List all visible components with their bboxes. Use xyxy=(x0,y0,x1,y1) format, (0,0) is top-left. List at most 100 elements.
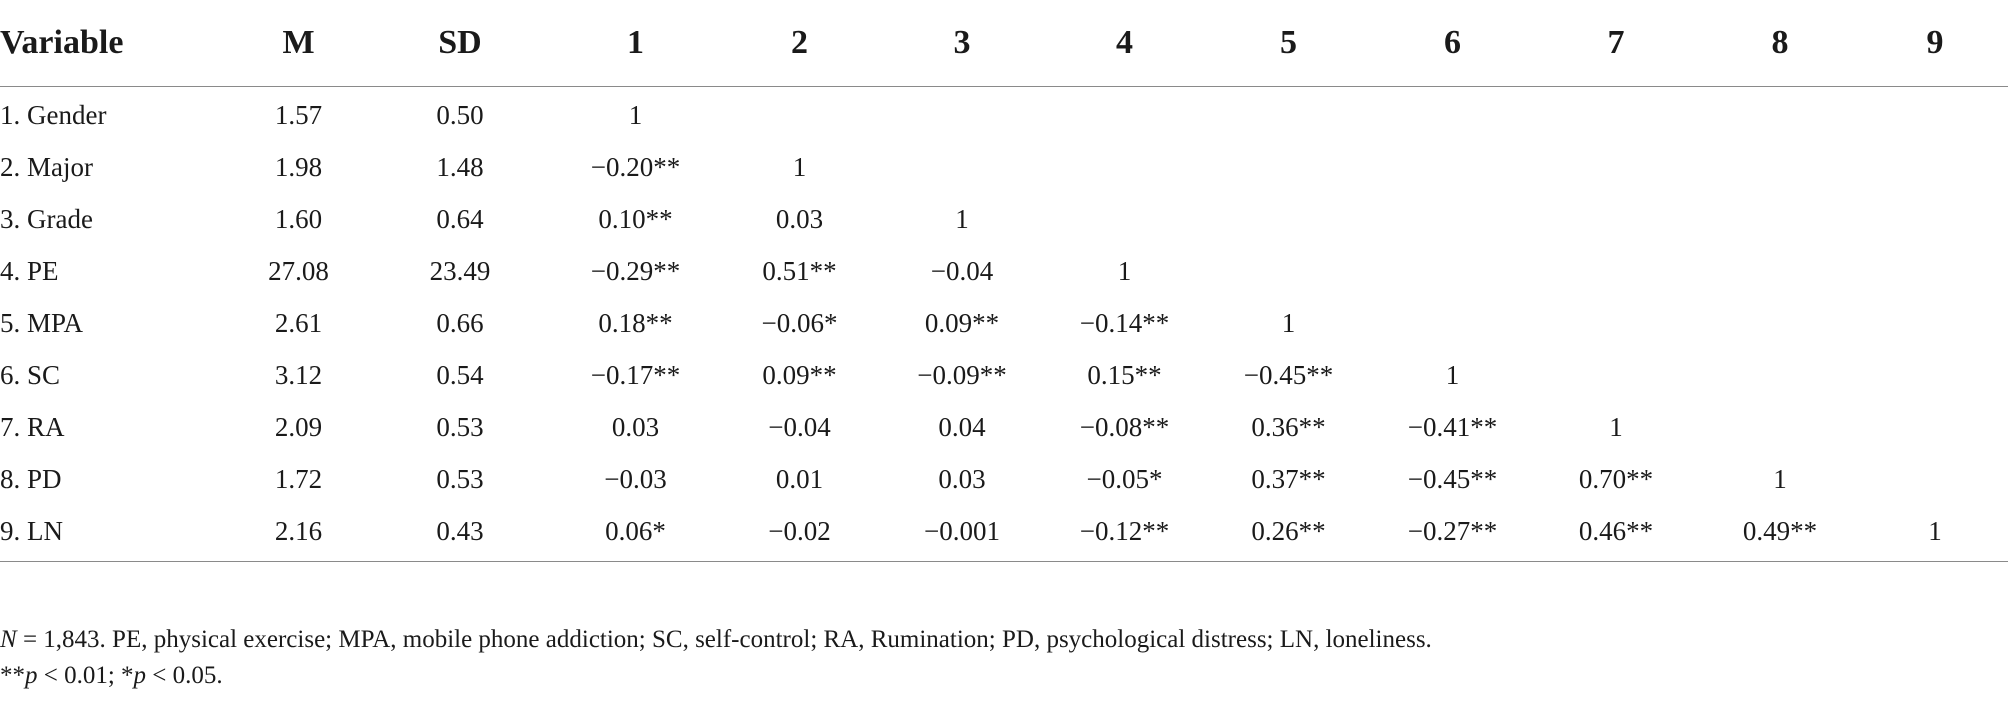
table-cell: 1.98 xyxy=(274,151,323,182)
column-header: 7 xyxy=(1534,0,1698,87)
table-cell: 0.46** xyxy=(1578,515,1654,546)
table-cell xyxy=(1862,141,2008,193)
table-cell: 0.54 xyxy=(436,359,484,390)
table-cell: 1 xyxy=(1928,515,1942,546)
table-cell: 0.50 xyxy=(436,99,484,130)
table-cell: 0.03 xyxy=(775,203,824,234)
variable-name-cell: 9. LN xyxy=(0,515,63,546)
table-row: 7. RA 2.09 0.53 0.03 −0.04 0.04 −0.08** 0.36** −… xyxy=(0,401,2008,453)
table-cell: 0.36** xyxy=(1251,411,1326,442)
table-cell xyxy=(1534,297,1698,349)
table-cell: −0.06* xyxy=(761,307,838,338)
table-cell: 0.53 xyxy=(436,411,484,442)
table-row: 1. Gender 1.57 0.50 1 xyxy=(0,87,2008,142)
table-cell: 0.10** xyxy=(598,203,673,234)
table-cell: −0.20** xyxy=(590,151,681,182)
table-cell: −0.27** xyxy=(1407,515,1498,546)
table-bottom-rule xyxy=(0,561,2008,562)
table-cell: 0.51** xyxy=(762,255,837,286)
table-cell: 0.26** xyxy=(1251,515,1326,546)
correlation-table-figure: Variable M SD 1 2 3 4 5 6 7 8 9 1. Gender 1.57 0.50 1 2… xyxy=(0,0,2008,694)
table-cell xyxy=(1371,297,1534,349)
table-cell: 0.09** xyxy=(924,307,1000,338)
table-cell: 1 xyxy=(628,99,643,130)
table-cell xyxy=(1862,193,2008,245)
table-cell: −0.001 xyxy=(924,515,1000,546)
table-cell xyxy=(1371,141,1534,193)
table-cell: 2.09 xyxy=(274,411,323,442)
table-cell: 0.06* xyxy=(605,515,666,546)
note-p2-text: < 0.05. xyxy=(146,662,223,689)
variable-name-cell: 6. SC xyxy=(0,359,61,390)
table-header-row: Variable M SD 1 2 3 4 5 6 7 8 9 xyxy=(0,0,2008,87)
column-header: 5 xyxy=(1206,0,1371,87)
table-cell xyxy=(1698,193,1862,245)
table-cell: 2.16 xyxy=(274,515,323,546)
variable-name-cell: 1. Gender xyxy=(0,99,107,130)
table-cell: −0.12** xyxy=(1079,515,1170,546)
table-cell xyxy=(1206,245,1371,297)
note-line-abbreviations: N = 1,843. PE, physical exercise; MPA, m… xyxy=(0,622,2008,658)
table-cell: −0.04 xyxy=(930,255,994,286)
table-cell: −0.41** xyxy=(1407,411,1498,442)
table-cell xyxy=(1698,87,1862,142)
table-cell xyxy=(1206,87,1371,142)
table-cell: −0.09** xyxy=(917,359,1007,390)
column-header: 9 xyxy=(1862,0,2008,87)
table-cell: 1.72 xyxy=(274,463,323,494)
table-cell: 0.66 xyxy=(436,307,484,338)
table-row: 2. Major 1.98 1.48 −0.20** 1 xyxy=(0,141,2008,193)
table-cell: −0.03 xyxy=(604,463,667,494)
table-cell: 0.03 xyxy=(611,411,660,442)
table-cell xyxy=(1043,193,1206,245)
table-cell xyxy=(1371,193,1534,245)
column-header: 3 xyxy=(881,0,1043,87)
table-cell: 0.04 xyxy=(938,411,986,442)
table-cell xyxy=(1862,87,2008,142)
table-cell xyxy=(1862,401,2008,453)
table-row: 9. LN 2.16 0.43 0.06* −0.02 −0.001 −0.12** 0.26… xyxy=(0,505,2008,561)
table-cell: 1 xyxy=(1117,255,1132,286)
table-cell: 0.01 xyxy=(775,463,824,494)
table-cell: 0.43 xyxy=(436,515,484,546)
column-header: SD xyxy=(367,0,553,87)
table-cell xyxy=(1371,87,1534,142)
table-cell: −0.17** xyxy=(590,359,681,390)
table-body: 1. Gender 1.57 0.50 1 2. Major 1.98 1.48 −0.20*… xyxy=(0,87,2008,562)
table-row: 5. MPA 2.61 0.66 0.18** −0.06* 0.09** −0.14** 1 xyxy=(0,297,2008,349)
variable-name-cell: 7. RA xyxy=(0,411,65,442)
note-p1-text: < 0.01; * xyxy=(37,662,134,689)
table-notes: N = 1,843. PE, physical exercise; MPA, m… xyxy=(0,622,2008,694)
column-header: 4 xyxy=(1043,0,1206,87)
table-cell: 0.37** xyxy=(1251,463,1326,494)
table-cell: 0.49** xyxy=(1742,515,1818,546)
column-header: M xyxy=(230,0,367,87)
table-cell xyxy=(1862,245,2008,297)
table-cell: −0.29** xyxy=(590,255,681,286)
table-cell xyxy=(1206,141,1371,193)
table-cell xyxy=(1534,193,1698,245)
table-cell xyxy=(1698,401,1862,453)
note-p-symbol: p xyxy=(133,662,147,689)
column-header: 8 xyxy=(1698,0,1862,87)
table-cell: 0.15** xyxy=(1087,359,1162,390)
table-cell: 0.64 xyxy=(436,203,484,234)
table-cell xyxy=(1698,245,1862,297)
table-cell: 1 xyxy=(1281,307,1296,338)
table-cell: 2.61 xyxy=(274,307,323,338)
table-cell: 1 xyxy=(1445,359,1460,390)
variable-name-cell: 8. PD xyxy=(0,463,62,494)
table-cell xyxy=(1534,245,1698,297)
table-cell: −0.04 xyxy=(768,411,831,442)
table-row: 3. Grade 1.60 0.64 0.10** 0.03 1 xyxy=(0,193,2008,245)
variable-name-cell: 5. MPA xyxy=(0,307,84,338)
correlation-table: Variable M SD 1 2 3 4 5 6 7 8 9 1. Gender 1.57 0.50 1 2… xyxy=(0,0,2008,562)
table-cell xyxy=(1698,141,1862,193)
table-cell: 0.03 xyxy=(938,463,986,494)
table-cell: −0.14** xyxy=(1079,307,1170,338)
column-header: 6 xyxy=(1371,0,1534,87)
column-header: Variable xyxy=(0,0,230,87)
table-cell xyxy=(1371,245,1534,297)
table-cell: 1.57 xyxy=(274,99,323,130)
table-cell: 0.53 xyxy=(436,463,484,494)
